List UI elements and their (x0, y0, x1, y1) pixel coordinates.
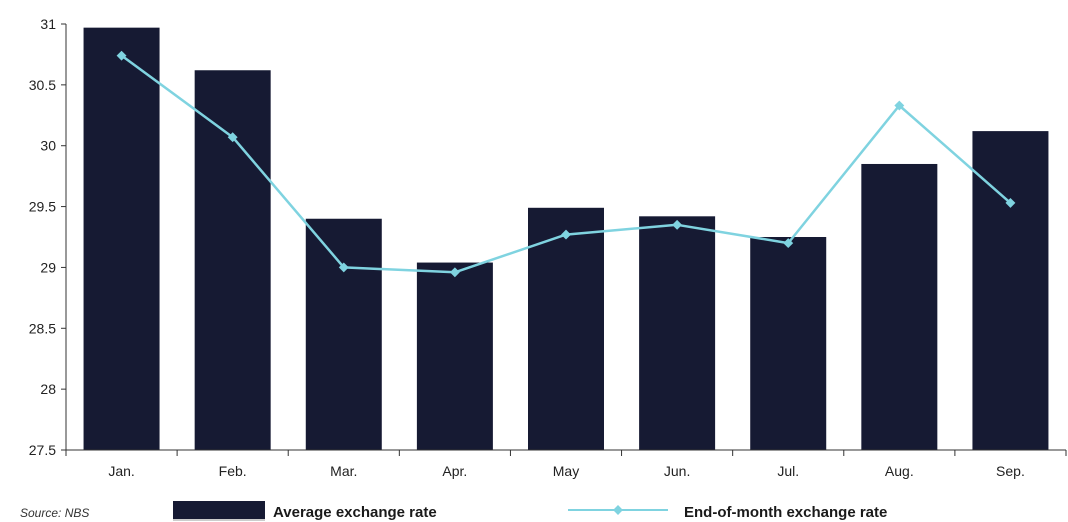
y-axis: 27.5 28 28.5 29 29.5 30 30.5 31 (29, 16, 67, 458)
x-axis: Jan. Feb. Mar. Apr. May Jun. Jul. Aug. Sep. (65, 449, 1067, 479)
legend: Source: NBS Average exchange rate End-of… (20, 501, 887, 521)
x-tick-label: Jul. (777, 463, 799, 479)
y-tick-label: 29.5 (29, 199, 56, 215)
x-tick-label: Apr. (442, 463, 467, 479)
line-point-4 (561, 229, 571, 240)
bar-2 (305, 218, 382, 450)
y-tick-label: 28.5 (29, 320, 56, 336)
legend-label-end-of-month: End-of-month exchange rate (684, 504, 887, 521)
bar-1 (194, 70, 271, 450)
bar-5 (639, 216, 716, 450)
bar-7 (861, 163, 938, 450)
line-point-7 (894, 100, 905, 111)
bar-8 (972, 131, 1049, 450)
x-tick-label: Feb. (219, 463, 247, 479)
legend-label-average: Average exchange rate (273, 504, 437, 521)
x-tick-label: Jan. (108, 463, 134, 479)
bar-3 (416, 262, 493, 450)
y-tick-label: 31 (40, 16, 56, 32)
y-tick-label: 28 (40, 381, 56, 397)
legend-swatch-average (173, 501, 265, 519)
bar-6 (750, 237, 827, 450)
line-point-1 (227, 132, 238, 143)
x-tick-label: May (553, 463, 579, 479)
bar-series-average (83, 27, 1049, 450)
line-point-5 (672, 219, 683, 230)
x-tick-label: Aug. (885, 463, 914, 479)
bar-0 (83, 27, 160, 450)
legend-swatch-marker (613, 505, 623, 515)
x-tick-label: Sep. (996, 463, 1025, 479)
y-tick-label: 29 (40, 259, 56, 275)
y-tick-label: 27.5 (29, 442, 56, 458)
line-point-6 (783, 238, 794, 249)
line-point-0 (116, 50, 127, 61)
x-tick-label: Jun. (664, 463, 690, 479)
bar-4 (528, 207, 604, 450)
y-tick-label: 30 (40, 138, 56, 154)
line-series-end-of-month (116, 50, 1016, 278)
line-point-3 (449, 267, 460, 278)
x-tick-label: Mar. (330, 463, 357, 479)
line-point-8 (1005, 197, 1016, 208)
y-tick-label: 30.5 (29, 77, 56, 93)
source-note: Source: NBS (20, 506, 89, 520)
line-point-2 (338, 262, 349, 273)
